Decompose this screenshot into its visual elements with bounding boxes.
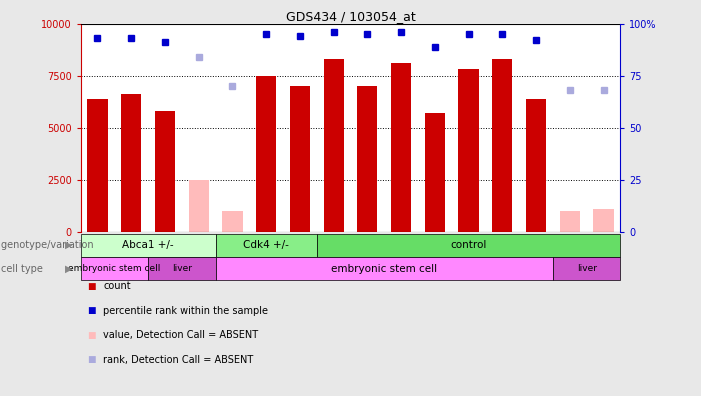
Text: rank, Detection Call = ABSENT: rank, Detection Call = ABSENT bbox=[103, 355, 253, 365]
Text: ■: ■ bbox=[88, 356, 96, 364]
Text: value, Detection Call = ABSENT: value, Detection Call = ABSENT bbox=[103, 330, 258, 341]
Bar bbox=[324, 59, 343, 232]
Bar bbox=[88, 99, 108, 232]
Bar bbox=[317, 234, 620, 257]
Bar bbox=[216, 257, 553, 280]
Text: ■: ■ bbox=[88, 331, 96, 340]
Text: genotype/variation: genotype/variation bbox=[1, 240, 97, 250]
Bar bbox=[526, 99, 546, 232]
Text: embryonic stem cell: embryonic stem cell bbox=[68, 265, 161, 273]
Bar bbox=[593, 209, 613, 232]
Title: GDS434 / 103054_at: GDS434 / 103054_at bbox=[285, 10, 416, 23]
Bar bbox=[492, 59, 512, 232]
Bar bbox=[148, 257, 216, 280]
Bar bbox=[189, 180, 209, 232]
Bar bbox=[222, 211, 243, 232]
Text: liver: liver bbox=[577, 265, 597, 273]
Bar bbox=[290, 86, 310, 232]
Text: Abca1 +/-: Abca1 +/- bbox=[122, 240, 174, 250]
Text: Cdk4 +/-: Cdk4 +/- bbox=[243, 240, 289, 250]
Bar bbox=[458, 70, 479, 232]
Text: cell type: cell type bbox=[1, 264, 46, 274]
Bar bbox=[256, 76, 276, 232]
Text: ▶: ▶ bbox=[64, 240, 72, 250]
Text: count: count bbox=[103, 281, 130, 291]
Bar bbox=[425, 113, 445, 232]
Bar bbox=[391, 63, 411, 232]
Text: percentile rank within the sample: percentile rank within the sample bbox=[103, 306, 268, 316]
Bar bbox=[81, 234, 216, 257]
Text: liver: liver bbox=[172, 265, 192, 273]
Text: ■: ■ bbox=[88, 307, 96, 315]
Bar bbox=[216, 234, 317, 257]
Text: embryonic stem cell: embryonic stem cell bbox=[331, 264, 437, 274]
Bar bbox=[553, 257, 620, 280]
Text: ▶: ▶ bbox=[64, 264, 72, 274]
Bar bbox=[121, 95, 142, 232]
Bar bbox=[155, 111, 175, 232]
Text: ■: ■ bbox=[88, 282, 96, 291]
Bar bbox=[81, 257, 148, 280]
Bar bbox=[559, 211, 580, 232]
Text: control: control bbox=[450, 240, 486, 250]
Bar bbox=[358, 86, 378, 232]
